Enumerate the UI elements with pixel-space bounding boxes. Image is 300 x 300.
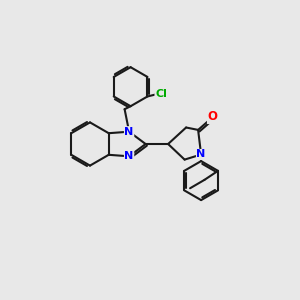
Text: Cl: Cl bbox=[155, 89, 167, 99]
Text: N: N bbox=[124, 127, 134, 137]
Text: O: O bbox=[208, 110, 218, 124]
Text: N: N bbox=[124, 151, 134, 161]
Text: N: N bbox=[196, 149, 206, 160]
